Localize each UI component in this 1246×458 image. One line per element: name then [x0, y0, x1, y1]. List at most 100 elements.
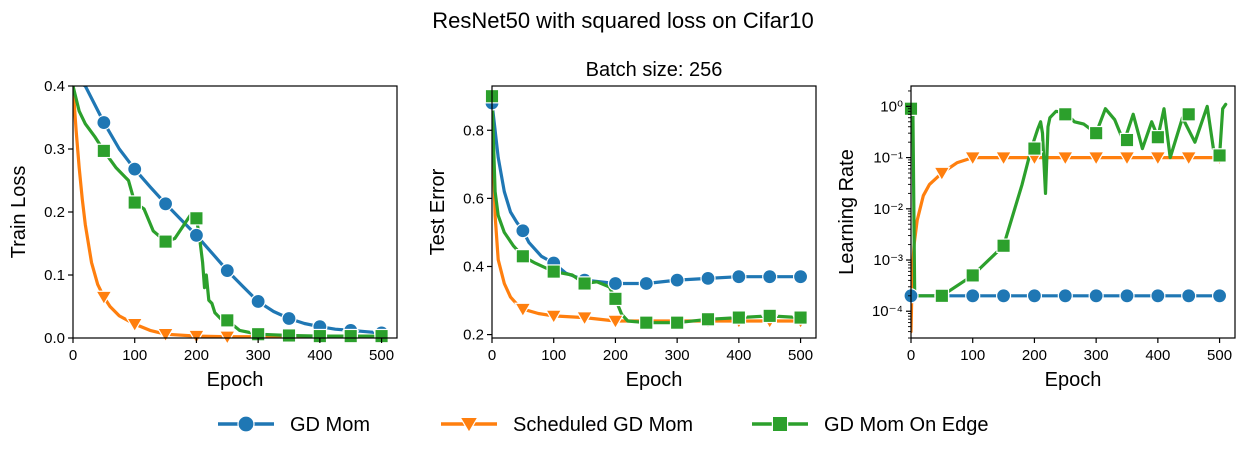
- y-tick-label: 10⁻⁴: [872, 303, 903, 320]
- x-tick-label: 100: [122, 347, 147, 364]
- legend-label: Scheduled GD Mom: [513, 414, 693, 436]
- x-axis-label: Epoch: [1045, 369, 1102, 391]
- panel-title: Batch size: 256: [586, 59, 723, 81]
- series-line-2: [73, 86, 384, 338]
- markers: [903, 101, 1229, 304]
- triangle-marker: [963, 151, 982, 167]
- circle-marker: [281, 310, 297, 327]
- triangle-marker: [1179, 151, 1198, 167]
- triangle-marker: [1149, 151, 1167, 167]
- square-marker: [343, 328, 358, 344]
- circle-marker: [995, 288, 1012, 304]
- chart-panels: 0 100 200 300 400 500 0.0 0.1 0.2 0.3 0.4 Epoch Trai…: [8, 59, 1236, 391]
- square-marker: [281, 328, 297, 343]
- triangle-marker: [1087, 151, 1105, 167]
- square-marker: [1212, 148, 1227, 163]
- circle-marker: [965, 288, 981, 304]
- x-tick-label: 500: [369, 347, 394, 364]
- triangle-marker: [156, 327, 175, 343]
- circle-marker: [607, 275, 624, 292]
- triangle-marker: [1118, 151, 1136, 167]
- circle-marker: [1026, 288, 1043, 304]
- chart-panel-2: 0 100 200 300 400 500 0.2 0.4 0.6 0.8 Epoch Test Er…: [427, 59, 817, 391]
- circle-marker: [515, 223, 531, 239]
- x-axis-label: Epoch: [207, 369, 264, 391]
- y-axis-label: Learning Rate: [836, 149, 858, 275]
- legend-item-3: GD Mom On Edge: [752, 414, 989, 436]
- x-axis-label: Epoch: [626, 369, 683, 391]
- x-tick-label: 0: [907, 347, 915, 364]
- y-tick-label: 0.6: [463, 190, 484, 207]
- square-marker: [965, 268, 980, 283]
- chart-panel-3: 0 100 200 300 400 500 10⁻⁴ 10⁻³ 10⁻² 10⁻¹ 10⁰ Epoch…: [836, 85, 1236, 391]
- square-marker: [220, 313, 235, 328]
- square-marker: [1119, 132, 1135, 148]
- x-tick-label: 300: [1084, 347, 1109, 364]
- figure-suptitle: ResNet50 with squared loss on Cifar10: [432, 8, 814, 33]
- x-tick-label: 500: [788, 347, 813, 364]
- circle-marker: [96, 114, 112, 131]
- x-tick-label: 300: [246, 347, 271, 364]
- y-tick-label: 10⁻¹: [873, 150, 903, 167]
- x-tick-label: 300: [665, 347, 690, 364]
- square-marker: [577, 276, 592, 291]
- y-tick-label: 0.1: [44, 267, 65, 284]
- legend-item-2: Scheduled GD Mom: [441, 414, 693, 436]
- series-line-3: [492, 94, 803, 325]
- markers: [484, 88, 810, 330]
- circle-marker: [127, 161, 143, 177]
- x-tick-label: 500: [1207, 347, 1232, 364]
- circle-marker: [792, 269, 809, 285]
- y-tick-label: 0.0: [44, 330, 65, 347]
- square-marker: [639, 315, 654, 330]
- legend-label: GD Mom: [290, 414, 370, 436]
- square-marker: [515, 249, 531, 264]
- triangle-marker: [514, 302, 532, 318]
- y-axis-label: Train Loss: [8, 166, 30, 259]
- legend-item-1: GD Mom: [218, 414, 370, 436]
- square-marker: [934, 288, 950, 304]
- axes-frame: [491, 85, 817, 339]
- axes-frame: [910, 85, 1236, 339]
- x-tick-label: 200: [603, 347, 628, 364]
- x-tick-label: 200: [184, 347, 209, 364]
- triangle-marker: [933, 166, 951, 182]
- square-marker: [96, 143, 112, 159]
- square-marker: [1181, 107, 1196, 122]
- chart-panel-1: 0 100 200 300 400 500 0.0 0.1 0.2 0.3 0.4 Epoch Trai…: [8, 78, 398, 391]
- square-marker: [546, 264, 561, 279]
- square-marker: [669, 315, 685, 330]
- circle-marker: [762, 269, 778, 285]
- circle-marker: [219, 262, 235, 279]
- y-tick-label: 0.4: [44, 78, 65, 95]
- circle-marker: [1119, 288, 1135, 304]
- series-line-1: [492, 101, 803, 286]
- figure-legend: GD Mom Scheduled GD Mom GD Mom On Edge: [218, 414, 989, 436]
- series-line-3: [911, 102, 1228, 298]
- triangle-marker: [606, 314, 625, 330]
- x-tick-label: 0: [488, 347, 496, 364]
- square-marker: [1058, 107, 1073, 122]
- circle-marker: [188, 227, 205, 243]
- triangle-marker: [95, 290, 113, 306]
- triangle-marker: [994, 151, 1013, 167]
- square-marker: [793, 310, 808, 325]
- x-tick-label: 400: [307, 347, 332, 364]
- square-marker: [771, 415, 789, 433]
- triangle-marker: [459, 416, 479, 434]
- square-marker: [127, 195, 142, 210]
- x-tick-label: 400: [726, 347, 751, 364]
- y-tick-label: 10⁻²: [873, 201, 903, 218]
- circle-marker: [1057, 288, 1073, 304]
- square-marker: [1150, 129, 1166, 145]
- triangle-marker: [544, 309, 563, 325]
- y-tick-label: 10⁻³: [873, 252, 903, 269]
- circle-marker: [250, 293, 266, 310]
- circle-marker: [237, 415, 255, 433]
- square-marker: [700, 312, 716, 327]
- y-tick-label: 0.3: [44, 141, 65, 158]
- triangle-marker: [1056, 151, 1075, 167]
- triangle-marker: [125, 317, 144, 333]
- x-tick-label: 200: [1022, 347, 1047, 364]
